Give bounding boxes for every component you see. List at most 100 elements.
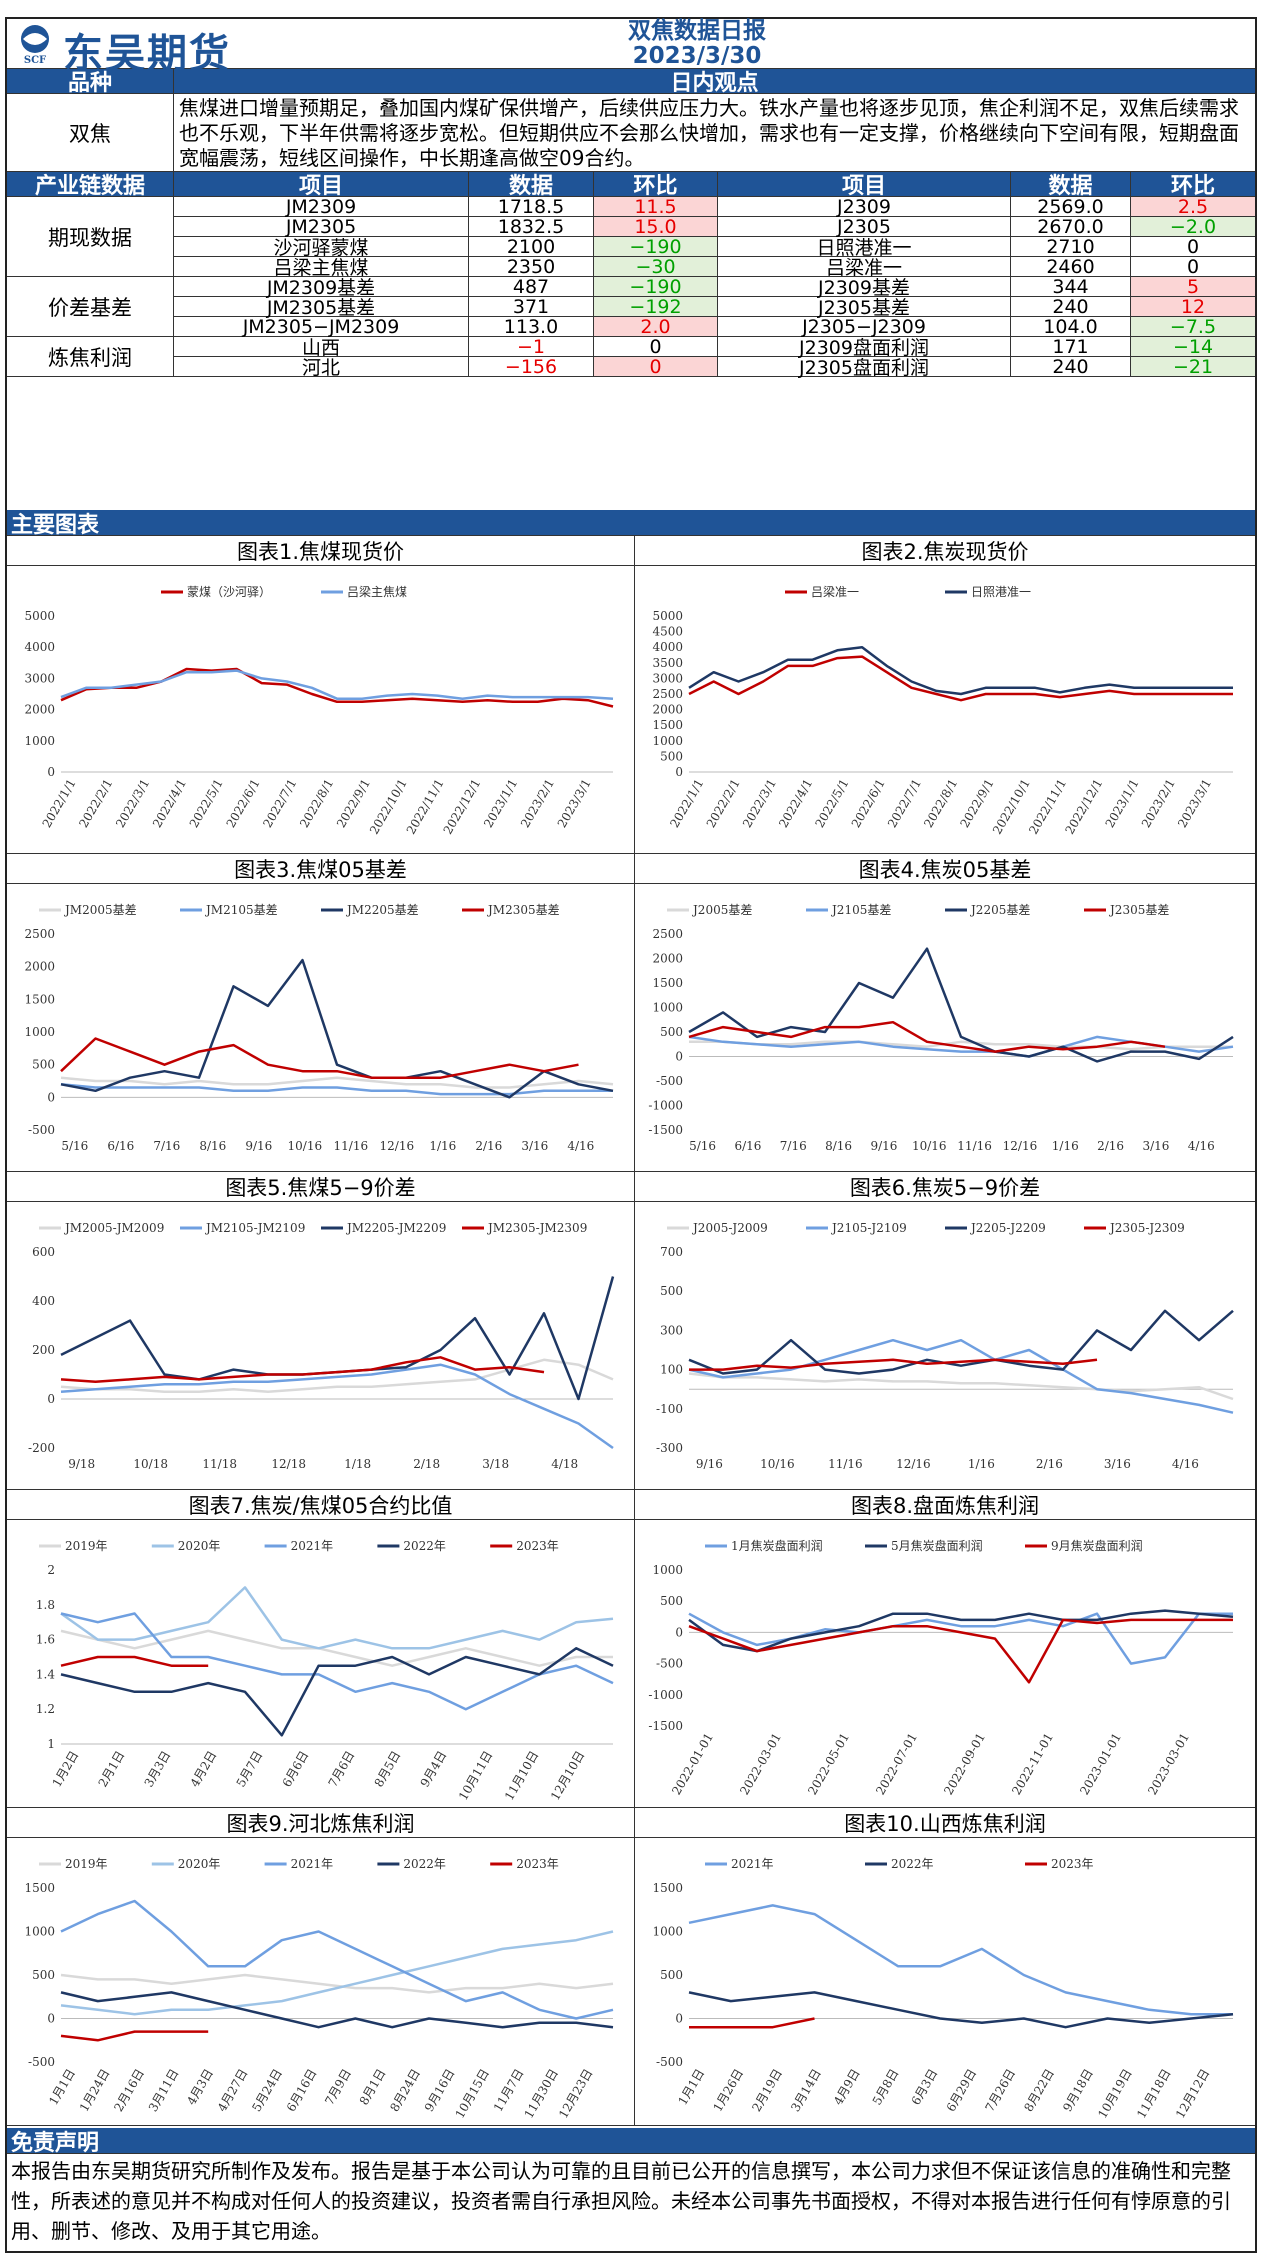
x-tick-label: 11/16: [334, 1139, 369, 1153]
y-tick-label: 2: [47, 1563, 55, 1577]
y-tick-label: 500: [660, 749, 683, 763]
x-tick-label: 7月26日: [983, 2067, 1019, 2115]
item-name-cell: 山西: [174, 337, 469, 359]
series-line: [60, 1930, 614, 2016]
series-line: [689, 1358, 1098, 1371]
x-tick-label: 11月30日: [522, 2067, 561, 2121]
table-header-cell: 数据: [1011, 172, 1131, 199]
x-tick-label: 2022-11-01: [1009, 1731, 1056, 1798]
y-tick-label: 1000: [652, 1925, 683, 1939]
scf-logo-icon: SCF: [13, 23, 57, 66]
item-name-cell: 沙河驿蒙煤: [174, 237, 469, 259]
x-tick-label: 1/16: [1052, 1139, 1079, 1153]
table-group-label: 炼焦利润: [7, 337, 174, 377]
legend-label: 2019年: [65, 1539, 108, 1553]
y-tick-label: -1000: [648, 1688, 683, 1702]
charts-grid: 图表1.焦煤现货价 蒙煤（沙河驿） 吕梁主焦煤 0 1000 2000 3000 4000 50…: [7, 536, 1255, 2128]
y-tick-label: 1000: [652, 1563, 683, 1577]
chart-title: 图表1.焦煤现货价: [7, 536, 634, 566]
series-line: [60, 1647, 614, 1737]
y-tick-label: 1500: [24, 992, 55, 1006]
item-name-cell: J2309盘面利润: [718, 337, 1011, 359]
x-tick-label: 7月6日: [326, 1749, 358, 1790]
y-tick-label: 3500: [652, 656, 683, 670]
chart-panel: 图表6.焦炭5−9价差 J2005-J2009 J2105-J2109 J2205-J…: [635, 1172, 1255, 1490]
x-tick-label: 2022/7/1: [885, 777, 924, 831]
series-line: [60, 1358, 614, 1393]
x-tick-label: 11/16: [957, 1139, 992, 1153]
y-tick-label: 4500: [652, 625, 683, 639]
table-header-cell: 产业链数据: [7, 172, 174, 199]
x-tick-label: 2022/3/1: [740, 777, 779, 831]
legend-label: JM2005-JM2009: [63, 1221, 164, 1235]
x-tick-label: 2023-01-01: [1077, 1731, 1124, 1798]
legend-label: 2021年: [291, 1539, 334, 1553]
series-line: [60, 1037, 579, 1079]
series-line: [60, 1973, 614, 1994]
item-name-cell: JM2309基差: [174, 277, 469, 299]
y-tick-label: 500: [660, 1025, 683, 1039]
legend-label: 2023年: [516, 1857, 559, 1871]
value-cell: 2100: [469, 236, 594, 258]
x-tick-label: 7月9日: [322, 2067, 354, 2108]
change-cell: −190: [594, 276, 718, 298]
y-tick-label: 5000: [652, 609, 683, 623]
legend-label: J2205-J2209: [969, 1221, 1046, 1235]
y-tick-label: 2000: [652, 952, 683, 966]
chart-panel: 图表10.山西炼焦利润 2021年 2022年 2023年 -500 0 500 1000 15…: [635, 1808, 1255, 2126]
x-tick-label: 2022/7/1: [260, 777, 299, 831]
x-tick-label: 12月23日: [556, 2067, 595, 2121]
legend-label: 蒙煤（沙河驿）: [187, 585, 271, 599]
x-tick-label: 4月3日: [184, 2067, 216, 2108]
y-tick-label: 1500: [652, 718, 683, 732]
x-tick-label: 2月19日: [749, 2067, 785, 2115]
x-tick-label: 2022/10/1: [367, 777, 410, 837]
legend-label: 2020年: [178, 1539, 221, 1553]
change-cell: −30: [594, 256, 718, 278]
col-view-header: 日内观点: [670, 71, 759, 96]
chart-svg: 2019年 2020年 2021年 2022年 2023年 1 1.2 1.4 1.6 1.8 2 1…: [36, 1539, 614, 1803]
x-tick-label: 3/18: [482, 1457, 509, 1471]
y-tick-label: 1.8: [36, 1598, 55, 1612]
table-row: JM2309 1718.5 11.5 J2309 2569.0 2.5: [174, 196, 1255, 218]
y-tick-label: 1000: [652, 1001, 683, 1015]
series-line: [688, 1991, 1234, 2029]
y-tick-label: -200: [28, 1441, 55, 1455]
item-name-cell: JM2309: [174, 196, 469, 218]
item-name-cell: 日照港准一: [718, 237, 1011, 259]
x-tick-label: 10/16: [912, 1139, 947, 1153]
x-tick-label: 5/16: [689, 1139, 716, 1153]
legend-label: J2005-J2009: [691, 1221, 768, 1235]
y-tick-label: 700: [660, 1245, 683, 1259]
value-cell: 2569.0: [1011, 196, 1131, 218]
x-tick-label: 12/16: [896, 1457, 931, 1471]
legend-label: 2022年: [403, 1857, 446, 1871]
x-tick-label: 2022/11/1: [404, 777, 447, 837]
series-line: [60, 669, 614, 700]
x-tick-label: 2022/9/1: [958, 777, 997, 831]
chart-panel: 图表1.焦煤现货价 蒙煤（沙河驿） 吕梁主焦煤 0 1000 2000 3000 4000 50…: [7, 536, 635, 854]
x-tick-label: 9月18日: [1060, 2067, 1096, 2115]
value-cell: −1: [469, 336, 594, 358]
series-line: [60, 1586, 614, 1650]
y-tick-label: 0: [47, 2012, 55, 2026]
x-tick-label: 2023/3/1: [555, 777, 594, 831]
legend-label: JM2105-JM2109: [204, 1221, 305, 1235]
value-cell: 240: [1011, 296, 1131, 318]
x-tick-label: 2023-03-01: [1145, 1731, 1192, 1798]
value-cell: 487: [469, 276, 594, 298]
change-cell: 11.5: [594, 196, 718, 218]
x-tick-label: 10/16: [288, 1139, 323, 1153]
chart-title: 图表10.山西炼焦利润: [635, 1808, 1255, 1838]
y-tick-label: 0: [675, 765, 683, 779]
x-tick-label: 2/16: [1036, 1457, 1063, 1471]
x-tick-label: 10/18: [133, 1457, 168, 1471]
x-tick-label: 7/16: [780, 1139, 807, 1153]
chart-title: 图表4.焦炭05基差: [635, 854, 1255, 884]
x-tick-label: 2022/1/1: [40, 777, 79, 831]
table-header-cell: 环比: [1170, 174, 1215, 199]
table-row: 吕梁主焦煤 2350 −30 吕梁准一 2460 0: [174, 256, 1255, 279]
series-line: [688, 1618, 1233, 1684]
series-line: [60, 1076, 614, 1089]
legend-label: J2105基差: [830, 903, 891, 917]
